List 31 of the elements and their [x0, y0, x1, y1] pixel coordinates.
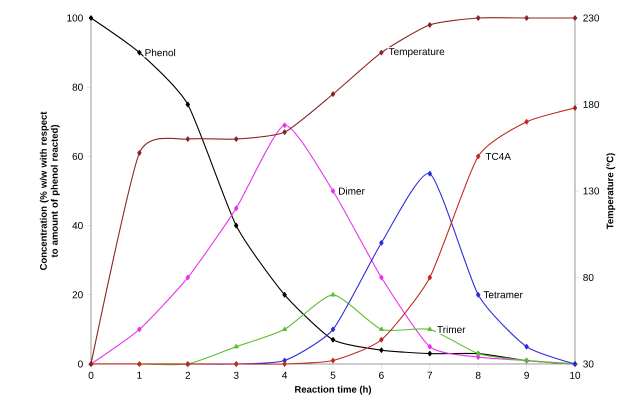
y2-tick-label: 30 [583, 360, 594, 368]
y-tick-label: 0 [78, 360, 83, 368]
x-tick-label: 4 [282, 372, 288, 379]
y-tick-label: 100 [67, 14, 83, 22]
series-label: Temperature [388, 48, 444, 58]
series-label: Tetramer [484, 291, 523, 298]
x-tick-label: 2 [186, 372, 190, 379]
series-label: TC4A [486, 152, 511, 160]
x-tick-label: 5 [330, 372, 336, 379]
series-label: Dimer [339, 187, 365, 195]
x-tick-label: 3 [234, 372, 239, 379]
y-tick-label: 40 [72, 222, 83, 230]
y-tick-label: 20 [72, 291, 83, 298]
y2-tick-label: 130 [584, 187, 600, 195]
y-axis-title: Concentration (% w/w with respect to amount of phenol reacted) [40, 112, 60, 270]
x-tick-label: 7 [428, 372, 432, 379]
y2-tick-label: 180 [584, 100, 600, 108]
series-label: Trimer [437, 326, 466, 334]
x-axis-title: Reaction time (h) [295, 386, 372, 395]
x-tick-label: 0 [88, 372, 94, 379]
series-label: Phenol [145, 48, 176, 56]
y2-tick-label: 230 [583, 14, 600, 22]
x-tick-label: 6 [379, 372, 384, 379]
x-tick-label: 8 [476, 372, 481, 379]
y-tick-label: 60 [72, 152, 83, 160]
y2-tick-label: 80 [583, 274, 594, 282]
x-tick-label: 10 [570, 372, 580, 379]
y2-axis-title: Temperature (°C) [606, 153, 616, 230]
x-tick-label: 9 [524, 372, 529, 379]
y-tick-label: 80 [72, 84, 83, 91]
x-tick-label: 1 [137, 372, 142, 379]
